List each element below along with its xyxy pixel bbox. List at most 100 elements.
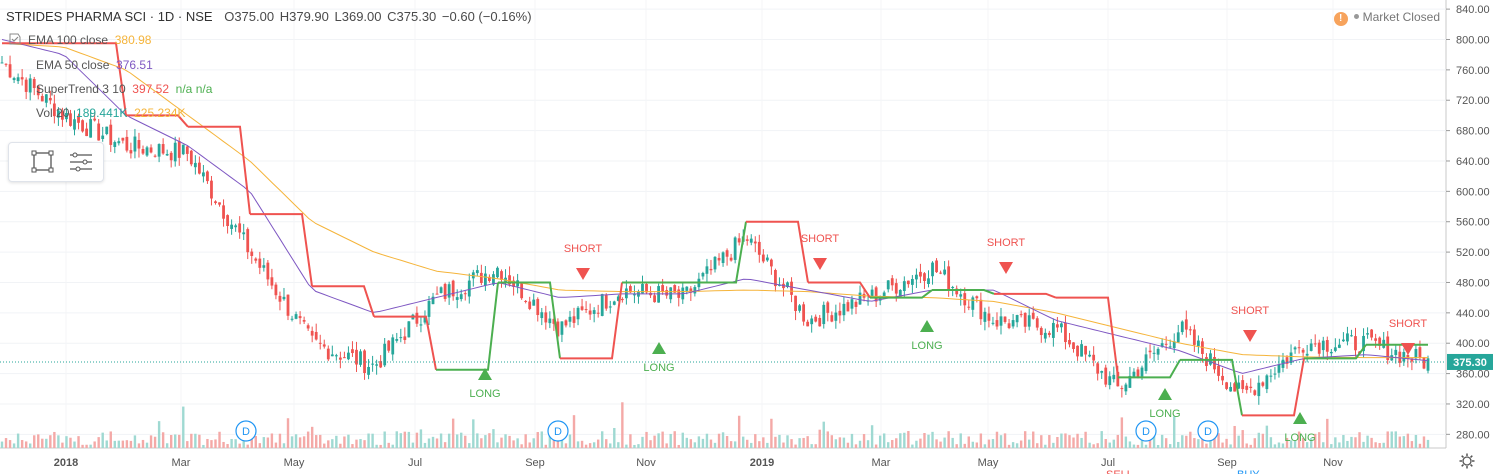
long-signal-arrow[interactable]	[478, 368, 492, 380]
candle-body[interactable]	[1076, 345, 1079, 357]
candle-body[interactable]	[65, 112, 68, 120]
candle-body[interactable]	[1096, 363, 1100, 374]
candle-body[interactable]	[1217, 365, 1220, 376]
candle-body[interactable]	[161, 144, 165, 154]
candle-body[interactable]	[407, 321, 411, 338]
candle-body[interactable]	[8, 64, 12, 78]
indicator-ema50[interactable]: EMA 50 close 376.51	[36, 58, 153, 72]
candle-body[interactable]	[1043, 332, 1047, 339]
candle-body[interactable]	[1362, 335, 1365, 352]
candle-body[interactable]	[109, 124, 113, 145]
candle-body[interactable]	[113, 142, 117, 147]
candle-body[interactable]	[1313, 343, 1317, 345]
candle-body[interactable]	[1047, 332, 1051, 335]
candle-body[interactable]	[492, 274, 495, 285]
market-status[interactable]: ! Market Closed	[1333, 10, 1440, 26]
candle-body[interactable]	[294, 314, 298, 319]
candle-body[interactable]	[661, 285, 665, 292]
candle-body[interactable]	[1221, 375, 1224, 381]
candle-body[interactable]	[991, 322, 995, 324]
candle-body[interactable]	[125, 136, 129, 151]
candle-body[interactable]	[1402, 352, 1406, 362]
candle-body[interactable]	[959, 294, 963, 297]
candle-body[interactable]	[322, 344, 326, 347]
short-signal-arrow[interactable]	[1401, 343, 1415, 355]
candle-body[interactable]	[302, 320, 306, 322]
candle-body[interactable]	[214, 201, 217, 204]
candle-body[interactable]	[931, 262, 934, 277]
candle-body[interactable]	[1100, 370, 1104, 373]
candle-body[interactable]	[286, 294, 290, 316]
long-signal-arrow[interactable]	[920, 320, 934, 332]
candle-body[interactable]	[713, 256, 717, 270]
candle-body[interactable]	[375, 364, 379, 366]
candle-body[interactable]	[355, 349, 358, 365]
candle-body[interactable]	[1285, 357, 1289, 364]
candle-body[interactable]	[979, 299, 983, 320]
candle-body[interactable]	[306, 325, 310, 329]
candle-body[interactable]	[367, 366, 370, 375]
candle-body[interactable]	[822, 304, 826, 325]
candle-body[interactable]	[886, 280, 890, 290]
ema50-line[interactable]	[1, 39, 1429, 374]
candle-body[interactable]	[1249, 386, 1253, 389]
candle-body[interactable]	[89, 119, 93, 138]
candle-body[interactable]	[1007, 323, 1011, 329]
candle-body[interactable]	[12, 78, 16, 81]
candle-body[interactable]	[69, 113, 72, 126]
candle-body[interactable]	[1261, 382, 1265, 386]
candle-body[interactable]	[153, 155, 157, 157]
candle-body[interactable]	[786, 282, 789, 288]
dividend-event-marker[interactable]	[235, 420, 257, 442]
candle-body[interactable]	[826, 302, 830, 313]
candle-body[interactable]	[669, 287, 673, 300]
candle-body[interactable]	[447, 284, 451, 298]
candle-body[interactable]	[1011, 320, 1015, 327]
candle-body[interactable]	[173, 142, 177, 162]
indicator-supertrend[interactable]: SuperTrend 3 10 397.52 n/a n/a	[36, 82, 212, 96]
supertrend-segment[interactable]	[374, 315, 437, 370]
candle-body[interactable]	[1406, 354, 1410, 359]
candle-body[interactable]	[902, 281, 906, 292]
candle-body[interactable]	[20, 77, 24, 80]
candle-body[interactable]	[318, 342, 322, 344]
candle-body[interactable]	[705, 266, 709, 274]
candle-body[interactable]	[552, 318, 556, 324]
candle-body[interactable]	[874, 287, 878, 302]
candle-body[interactable]	[73, 119, 76, 130]
candle-body[interactable]	[467, 280, 471, 297]
candle-body[interactable]	[624, 288, 628, 299]
candle-body[interactable]	[1386, 336, 1390, 361]
candle-body[interactable]	[814, 316, 818, 322]
candle-body[interactable]	[1184, 319, 1188, 330]
supertrend-segment[interactable]	[1180, 358, 1243, 416]
candle-body[interactable]	[1164, 343, 1168, 345]
candle-body[interactable]	[1104, 367, 1108, 385]
candle-body[interactable]	[1092, 354, 1096, 361]
candle-body[interactable]	[391, 337, 395, 355]
candle-body[interactable]	[1051, 322, 1055, 338]
candle-body[interactable]	[564, 320, 568, 326]
candle-body[interactable]	[939, 272, 942, 274]
candle-body[interactable]	[133, 136, 137, 152]
candle-body[interactable]	[898, 289, 902, 297]
indicator-volume[interactable]: Vol 20 189.441K 225.234K	[36, 106, 186, 120]
candle-body[interactable]	[737, 238, 741, 243]
candle-body[interactable]	[919, 271, 922, 277]
candle-body[interactable]	[488, 276, 491, 282]
candle-body[interactable]	[729, 257, 733, 261]
long-signal-arrow[interactable]	[1293, 412, 1307, 424]
candle-body[interactable]	[500, 271, 503, 280]
candle-body[interactable]	[1346, 333, 1349, 342]
candle-body[interactable]	[1241, 380, 1245, 390]
candle-body[interactable]	[85, 128, 88, 137]
candle-body[interactable]	[1257, 382, 1261, 397]
candle-body[interactable]	[282, 296, 286, 300]
long-signal-arrow[interactable]	[652, 342, 666, 354]
candle-body[interactable]	[1233, 383, 1237, 392]
candle-body[interactable]	[1144, 354, 1148, 372]
candle-body[interactable]	[616, 296, 620, 301]
candle-body[interactable]	[262, 265, 266, 268]
candle-body[interactable]	[512, 280, 515, 287]
candle-body[interactable]	[1072, 342, 1075, 349]
